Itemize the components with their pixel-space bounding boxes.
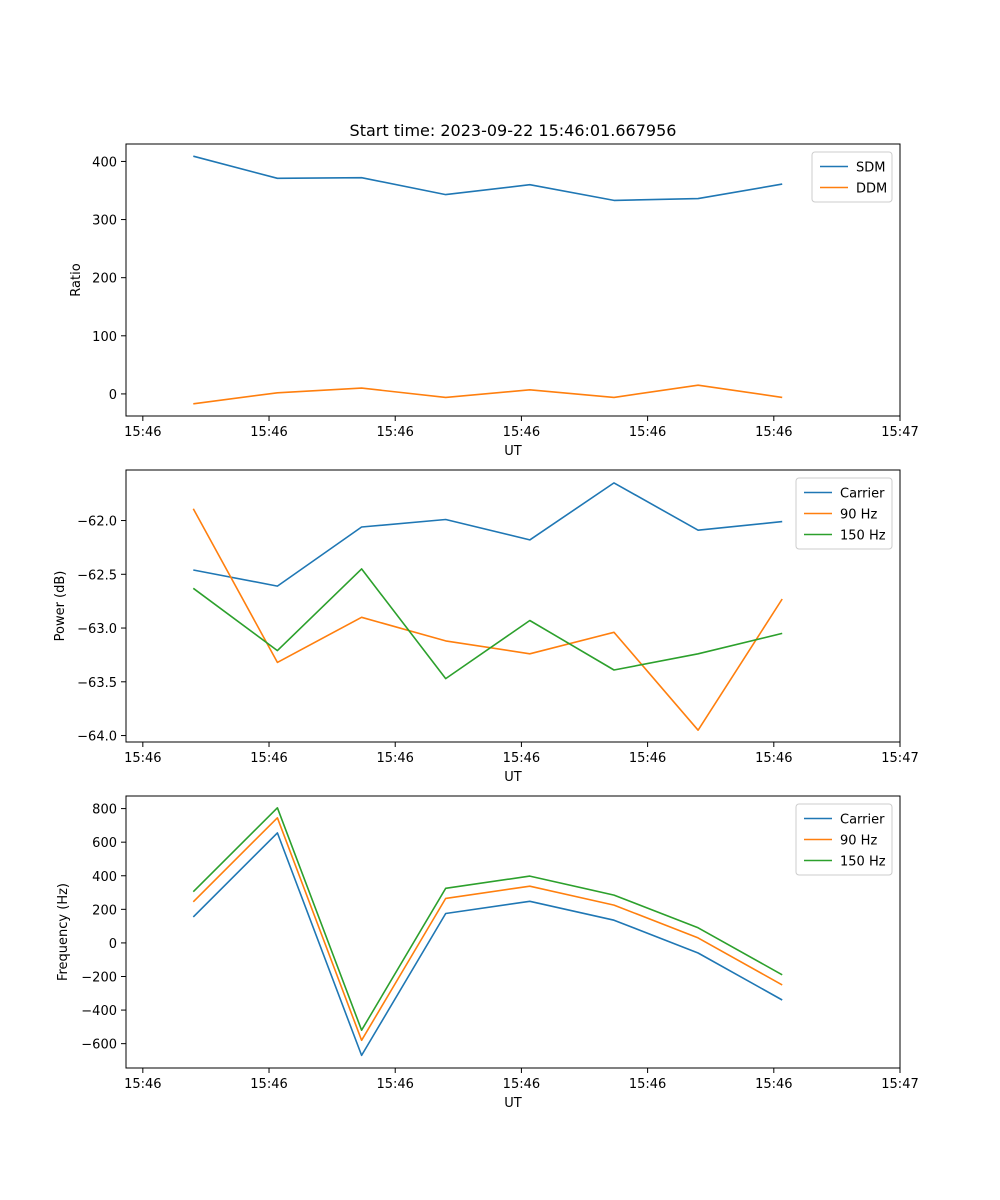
y-axis-label: Ratio	[69, 263, 84, 296]
y-axis-label: Frequency (Hz)	[56, 883, 71, 981]
legend-label: 90 Hz	[840, 834, 877, 849]
x-tick-label: 15:46	[124, 425, 161, 440]
y-tick-label: −600	[81, 1038, 117, 1053]
y-tick-label: −63.0	[77, 622, 117, 637]
x-axis-label: UT	[504, 1096, 522, 1111]
legend-label: Carrier	[840, 813, 885, 828]
y-tick-label: 0	[109, 388, 117, 403]
x-tick-label: 15:47	[881, 751, 918, 766]
series-line-150-hz	[192, 568, 783, 680]
series-line-sdm	[193, 155, 783, 202]
y-tick-label: 300	[92, 214, 117, 229]
y-tick-label: −62.5	[77, 568, 117, 583]
x-tick-label: 15:46	[629, 751, 666, 766]
x-axis-label: UT	[504, 770, 522, 785]
x-tick-label: 15:46	[755, 751, 792, 766]
x-tick-label: 15:46	[250, 1077, 287, 1092]
chart-panel-3: 15:46 15:46 15:46 15:46 15:46 15:46 15:47 −600 −…	[56, 795, 919, 1111]
x-tick-label: 15:46	[755, 1077, 792, 1092]
x-tick-label: 15:46	[629, 425, 666, 440]
chart-title: Start time: 2023-09-22 15:46:01.667956	[350, 121, 677, 140]
y-tick-label: −63.5	[77, 676, 117, 691]
plot-area	[125, 795, 901, 1069]
y-tick-label: −200	[81, 970, 117, 985]
chart-panel-1: 15:46 15:46 15:46 15:46 15:46 15:46 15:47 0 100 2…	[69, 143, 919, 459]
x-tick-label: 15:46	[503, 1077, 540, 1092]
y-tick-label: −62.0	[77, 515, 117, 530]
x-tick-label: 15:47	[881, 425, 918, 440]
y-tick-label: −64.0	[77, 730, 117, 745]
plot-area	[125, 469, 901, 743]
x-tick-label: 15:46	[503, 425, 540, 440]
plot-area	[125, 143, 901, 417]
legend-label: SDM	[856, 161, 885, 176]
legend-box	[795, 477, 893, 550]
y-tick-label: 400	[92, 155, 117, 170]
y-tick-label: 400	[92, 870, 117, 885]
legend-label: 90 Hz	[840, 508, 877, 523]
legend-label: Carrier	[840, 487, 885, 502]
series-line-carrier	[193, 482, 783, 587]
legend: Carrier 90 Hz 150 Hz	[795, 477, 893, 550]
x-axis-label: UT	[504, 444, 522, 459]
series-line-90-hz	[192, 508, 783, 732]
y-tick-label: 200	[92, 903, 117, 918]
chart-panel-2: 15:46 15:46 15:46 15:46 15:46 15:46 15:47 −64.0…	[53, 469, 919, 785]
y-tick-label: 600	[92, 836, 117, 851]
x-tick-label: 15:47	[881, 1077, 918, 1092]
series-line-ddm	[193, 384, 783, 405]
x-tick-label: 15:46	[250, 425, 287, 440]
series-line-carrier	[192, 832, 783, 1057]
legend-label: 150 Hz	[840, 529, 886, 544]
legend-label: DDM	[856, 182, 887, 197]
x-tick-label: 15:46	[376, 425, 413, 440]
series-line-90-hz	[192, 816, 783, 1042]
x-tick-label: 15:46	[124, 1077, 161, 1092]
y-axis-label: Power (dB)	[53, 571, 68, 642]
legend: Carrier 90 Hz 150 Hz	[795, 803, 893, 876]
x-tick-label: 15:46	[124, 751, 161, 766]
x-tick-label: 15:46	[250, 751, 287, 766]
y-tick-label: −400	[81, 1004, 117, 1019]
x-tick-label: 15:46	[755, 425, 792, 440]
y-tick-label: 200	[92, 272, 117, 287]
x-tick-label: 15:46	[629, 1077, 666, 1092]
x-tick-label: 15:46	[376, 751, 413, 766]
legend-label: 150 Hz	[840, 855, 886, 870]
series-line-150-hz	[192, 806, 783, 1031]
y-tick-label: 800	[92, 803, 117, 818]
x-tick-label: 15:46	[503, 751, 540, 766]
y-tick-label: 0	[109, 937, 117, 952]
legend: SDM DDM	[811, 151, 893, 203]
x-tick-label: 15:46	[376, 1077, 413, 1092]
y-tick-label: 100	[92, 330, 117, 345]
legend-box	[811, 151, 893, 203]
legend-box	[795, 803, 893, 876]
